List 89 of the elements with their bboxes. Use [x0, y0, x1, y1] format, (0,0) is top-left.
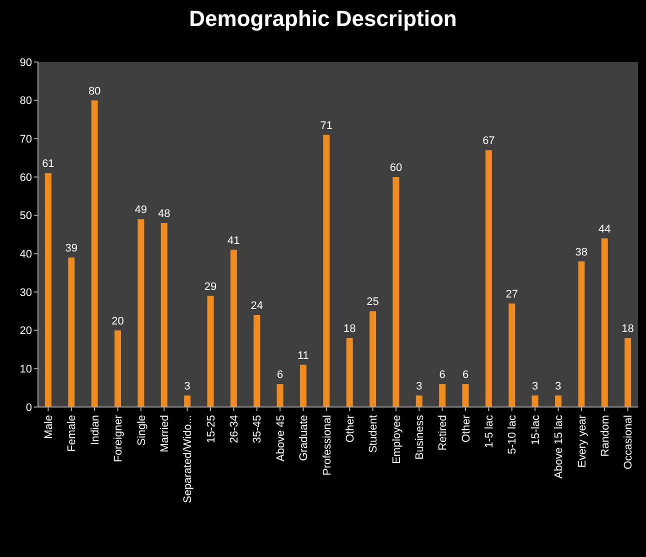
bar	[462, 384, 469, 407]
y-tick-label: 40	[20, 248, 32, 261]
x-tick-label: Other	[344, 414, 356, 443]
x-tick-label: Professional	[321, 415, 334, 476]
x-tick-label: Occasional	[622, 415, 635, 470]
data-label: 3	[184, 380, 190, 392]
bar	[184, 396, 191, 407]
bar	[254, 315, 260, 407]
y-tick-label: 10	[20, 364, 32, 376]
bar	[370, 311, 376, 407]
y-tick-label: 30	[20, 286, 32, 299]
y-tick-label: 80	[20, 95, 32, 108]
data-label: 61	[42, 158, 54, 170]
bar	[578, 261, 585, 407]
x-tick-label: Foreigner	[112, 414, 125, 462]
x-tick-label: Male	[43, 415, 56, 439]
bar	[276, 384, 284, 407]
data-label: 3	[416, 380, 422, 392]
x-tick-label: Random	[599, 415, 612, 457]
bar	[207, 296, 214, 407]
bar	[230, 250, 237, 407]
x-tick-label: Student	[368, 415, 380, 453]
x-tick-label: 26-34	[228, 415, 241, 444]
bar	[439, 384, 446, 407]
data-label: 18	[622, 323, 634, 335]
x-tick-label: Retired	[437, 415, 450, 450]
bar	[485, 150, 492, 407]
data-label: 39	[65, 242, 78, 254]
x-tick-label: Other	[460, 414, 472, 443]
data-label: 80	[88, 85, 101, 98]
data-label: 6	[276, 369, 284, 381]
x-tick-label: Single	[136, 415, 148, 446]
data-label: 49	[134, 204, 148, 216]
x-tick-label: 15-25	[205, 415, 218, 444]
bar	[300, 364, 306, 407]
bar	[114, 330, 121, 407]
x-tick-label: Above 15 lac	[553, 414, 566, 479]
data-label: 11	[298, 350, 309, 362]
x-tick-label: Above 45	[274, 415, 287, 462]
bar	[416, 396, 422, 407]
bar	[555, 396, 562, 407]
y-tick-label: 0	[26, 402, 32, 414]
x-tick-label: 15-lac	[530, 414, 542, 445]
y-tick-label: 70	[20, 134, 32, 146]
x-tick-label: Business	[414, 414, 426, 460]
y-tick-label: 20	[20, 325, 32, 338]
bar	[624, 338, 632, 407]
x-tick-label: Indian	[89, 415, 102, 445]
data-label: 3	[532, 380, 538, 392]
y-tick-label: 90	[20, 56, 32, 69]
bar	[601, 238, 608, 407]
bar	[532, 396, 538, 407]
x-tick-label: 1-5 lac	[484, 414, 496, 448]
data-label: 67	[482, 135, 495, 148]
x-tick-label: Separated/Wido...	[182, 415, 194, 504]
data-label: 60	[390, 162, 402, 174]
bar	[91, 100, 98, 407]
bar	[138, 219, 144, 407]
x-tick-label: Female	[66, 415, 78, 452]
bar	[346, 338, 353, 407]
data-label: 18	[343, 323, 356, 335]
data-label: 24	[250, 300, 263, 312]
data-label: 38	[575, 246, 588, 258]
data-label: 44	[598, 223, 611, 236]
bar	[392, 177, 400, 407]
y-tick-label: 60	[20, 172, 32, 184]
bar	[323, 134, 330, 407]
bar	[160, 223, 168, 407]
data-label: 48	[158, 208, 170, 220]
bar	[508, 304, 516, 407]
data-label: 25	[366, 296, 379, 308]
bar	[44, 173, 52, 407]
data-label: 41	[228, 234, 240, 247]
x-tick-label: Graduate	[298, 415, 310, 461]
data-label: 3	[555, 380, 562, 392]
data-label: 20	[112, 315, 124, 328]
x-tick-label: Married	[158, 415, 171, 452]
data-label: 6	[439, 369, 446, 381]
x-tick-label: Employee	[390, 415, 403, 464]
x-tick-label: 35-45	[252, 415, 264, 444]
chart-title: Demographic Description	[189, 6, 457, 31]
y-tick-label: 50	[20, 210, 32, 222]
data-label: 27	[506, 288, 518, 300]
data-label: 6	[462, 369, 469, 381]
bar	[68, 258, 75, 407]
data-label: 29	[204, 280, 217, 293]
x-tick-label: 5-10 lac	[506, 414, 519, 454]
x-tick-label: Every year	[576, 414, 588, 468]
data-label: 71	[320, 120, 333, 132]
